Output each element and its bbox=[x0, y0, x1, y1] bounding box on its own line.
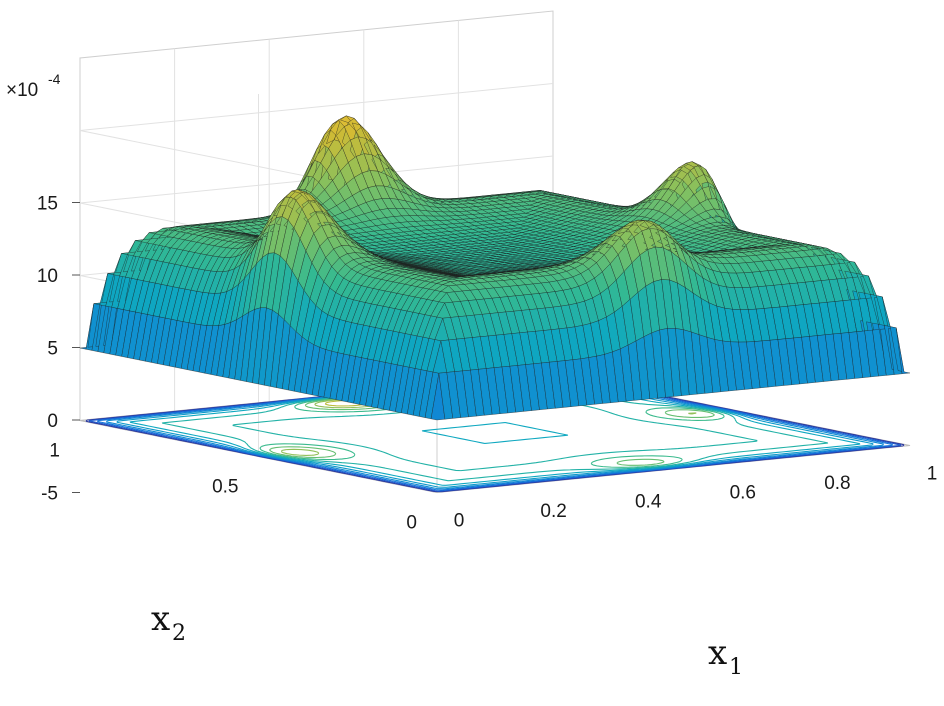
x1-tick-label: 1 bbox=[927, 464, 938, 485]
z-scale-exponent: -4 bbox=[48, 71, 61, 87]
surface-patch bbox=[895, 327, 911, 375]
x1-tick-label: 0.6 bbox=[730, 482, 756, 503]
z-tick-label: 10 bbox=[37, 266, 58, 287]
surface-mesh bbox=[79, 115, 911, 421]
x1-axis-label: x bbox=[708, 633, 727, 673]
x2-axis-label: x bbox=[151, 599, 170, 639]
z-tick-label: 15 bbox=[37, 194, 58, 215]
x1-tick-label: 0.8 bbox=[824, 473, 850, 494]
x1-tick-label: 0.2 bbox=[540, 501, 566, 522]
x2-axis-subscript: 2 bbox=[172, 621, 186, 646]
z-scale-label: ×10 bbox=[6, 80, 38, 101]
z-tick-label: 0 bbox=[47, 411, 58, 432]
z-tick-label: -5 bbox=[41, 484, 58, 505]
x2-tick-label: 0.5 bbox=[212, 477, 238, 498]
z-tick-label: 5 bbox=[47, 339, 58, 360]
x2-tick-label: 0 bbox=[406, 513, 417, 534]
x1-tick-label: 0 bbox=[454, 511, 465, 532]
x1-axis-subscript: 1 bbox=[729, 655, 743, 680]
x1-tick-label: 0.4 bbox=[635, 492, 662, 513]
x2-tick-label: 1 bbox=[49, 441, 60, 462]
contour-plot bbox=[85, 373, 905, 493]
